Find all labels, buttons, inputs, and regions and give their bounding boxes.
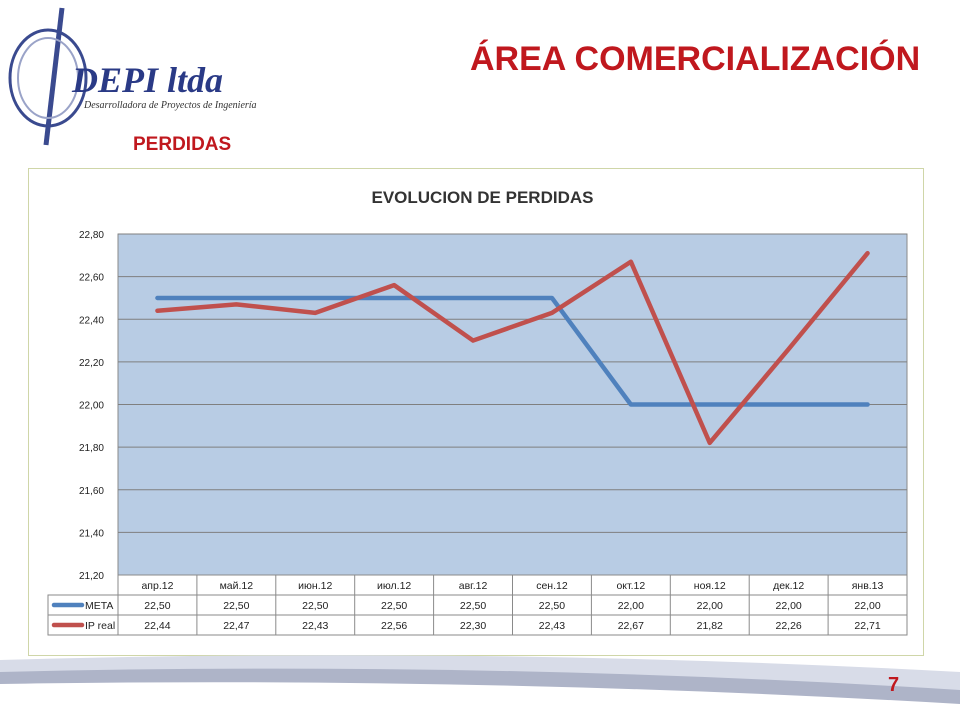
y-tick-label: 21,40 [79, 528, 104, 539]
slide-title: ÁREA COMERCIALIZACIÓN [470, 40, 921, 78]
data-label: 22,43 [539, 620, 565, 632]
data-label: 22,00 [776, 600, 802, 612]
y-tick-label: 22,20 [79, 358, 104, 369]
series-line-ip-real [155, 250, 870, 446]
x-tick-label: янв.13 [852, 580, 884, 592]
data-label: 22,50 [381, 600, 407, 612]
data-label: 22,50 [302, 600, 328, 612]
x-tick-label: окт.12 [616, 580, 645, 592]
y-tick-label: 22,00 [79, 401, 104, 412]
series-line-meta [155, 295, 870, 407]
depi-logo: DEPI ltda Desarrolladora de Proyectos de… [8, 7, 257, 146]
data-label: 22,00 [618, 600, 644, 612]
data-label: 22,47 [223, 620, 249, 632]
data-label: 22,50 [223, 600, 249, 612]
data-label: 22,50 [460, 600, 486, 612]
x-tick-label: май.12 [220, 580, 254, 592]
x-tick-label: июл.12 [377, 580, 411, 592]
x-tick-label: авг.12 [459, 580, 488, 592]
y-tick-label: 21,60 [79, 486, 104, 497]
footer-decoration [0, 655, 960, 720]
data-label: 22,30 [460, 620, 486, 632]
x-tick-label: дек.12 [773, 580, 804, 592]
data-label: 22,67 [618, 620, 644, 632]
svg-text:DEPI ltda: DEPI ltda [71, 60, 223, 100]
data-label: 22,56 [381, 620, 407, 632]
chart-title: EVOLUCION DE PERDIDAS [372, 188, 594, 207]
x-tick-label: июн.12 [298, 580, 332, 592]
page-number: 7 [888, 674, 900, 696]
data-label: 22,26 [776, 620, 802, 632]
data-label: 22,44 [144, 620, 170, 632]
data-label: 22,00 [697, 600, 723, 612]
x-tick-label: апр.12 [141, 580, 173, 592]
y-tick-label: 22,80 [79, 230, 104, 241]
data-label: 22,00 [854, 600, 880, 612]
data-label: 21,82 [697, 620, 723, 632]
y-tick-label: 22,60 [79, 273, 104, 284]
chart-container: EVOLUCION DE PERDIDAS 21,20 21,40 21,60 21,8… [28, 168, 924, 656]
data-label: 22,50 [144, 600, 170, 612]
line-chart: EVOLUCION DE PERDIDAS 21,20 21,40 21,60 21,8… [47, 188, 908, 636]
svg-text:Desarrolladora de Proyectos de: Desarrolladora de Proyectos de Ingenierí… [83, 100, 257, 111]
y-tick-label: 22,40 [79, 315, 104, 326]
legend-label: IP real [85, 620, 115, 632]
section-subtitle: PERDIDAS [133, 134, 232, 155]
x-tick-label: сен.12 [536, 580, 568, 592]
data-label: 22,71 [854, 620, 880, 632]
y-tick-label: 21,20 [79, 571, 104, 582]
data-label: 22,50 [539, 600, 565, 612]
x-tick-label: ноя.12 [694, 580, 726, 592]
y-tick-label: 21,80 [79, 443, 104, 454]
data-label: 22,43 [302, 620, 328, 632]
legend-label: META [85, 600, 113, 612]
